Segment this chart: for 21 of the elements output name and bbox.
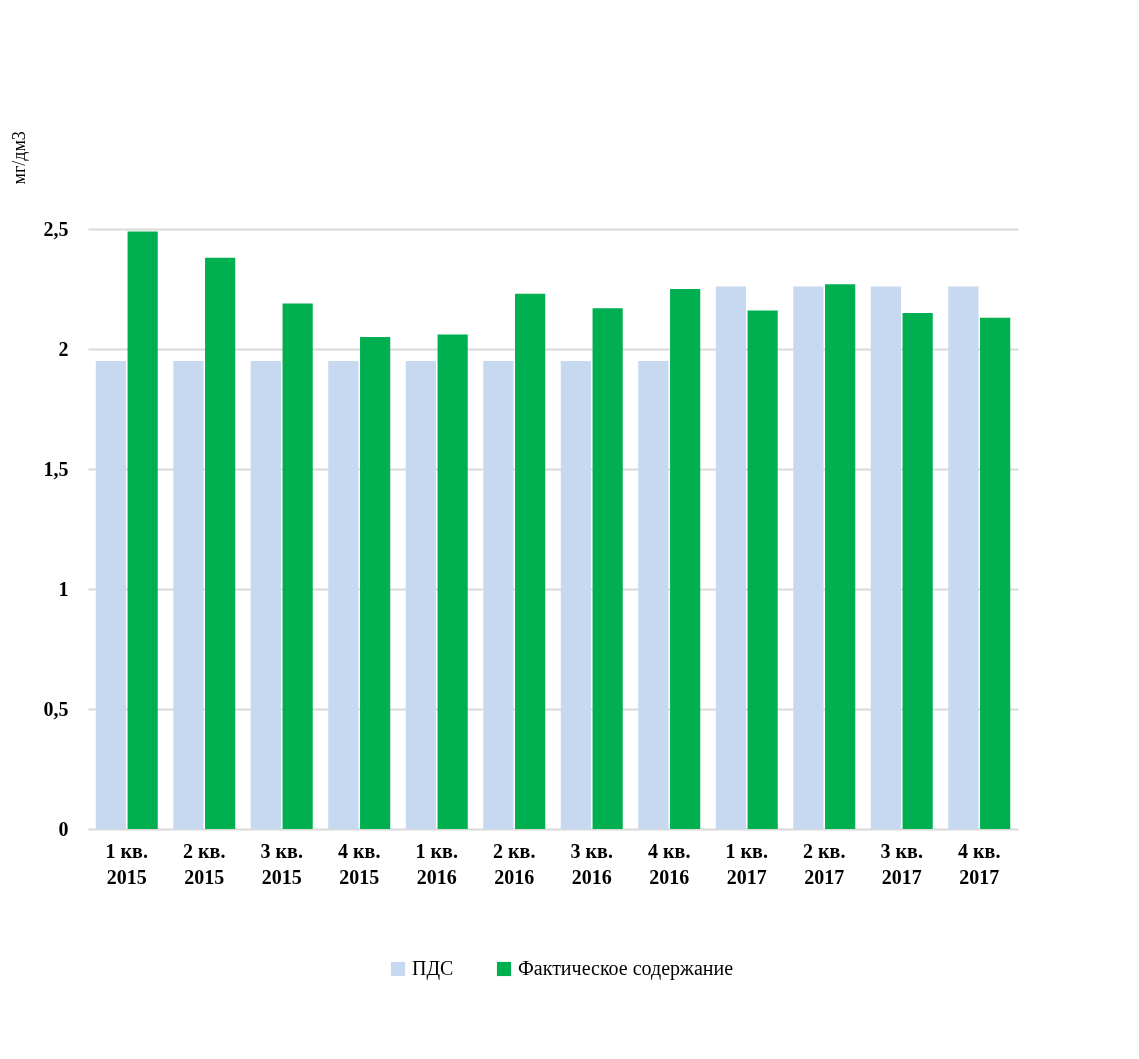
y-axis-title: мг/дм3 xyxy=(8,131,29,185)
y-tick-label: 1 xyxy=(58,577,69,600)
y-tick-label: 2,5 xyxy=(43,217,69,240)
x-tick-label: 2 кв. 2015 xyxy=(183,839,226,888)
x-tick-label: 3 кв. 2017 xyxy=(880,839,923,888)
y-tick-label: 0,5 xyxy=(43,697,69,720)
y-tick-label: 0 xyxy=(58,817,69,840)
x-tick-label: 1 кв. 2017 xyxy=(725,839,768,888)
legend-label: Фактическое содержание xyxy=(518,957,734,980)
x-tick-label: 3 кв. 2015 xyxy=(260,839,303,888)
x-tick-label: 2 кв. 2016 xyxy=(493,839,536,888)
x-tick-label: 1 кв. 2016 xyxy=(415,839,458,888)
x-tick-label: 1 кв. 2015 xyxy=(105,839,148,888)
x-tick-label: 3 кв. 2016 xyxy=(570,839,613,888)
y-tick-label: 1,5 xyxy=(43,457,69,480)
legend-label: ПДС xyxy=(412,957,454,980)
x-tick-label: 4 кв. 2016 xyxy=(648,839,691,888)
x-tick-label: 2 кв. 2017 xyxy=(803,839,846,888)
x-tick-label: 4 кв. 2017 xyxy=(958,839,1001,888)
y-tick-label: 2 xyxy=(58,337,69,360)
x-tick-label: 4 кв. 2015 xyxy=(338,839,381,888)
